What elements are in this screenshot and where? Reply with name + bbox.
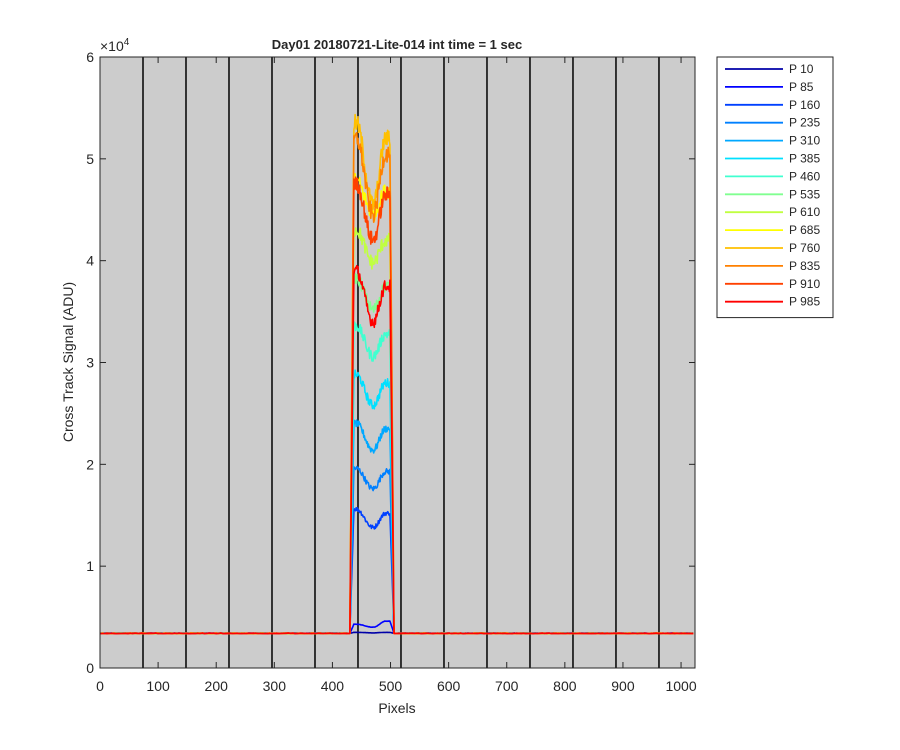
legend-label: P 760 — [789, 241, 820, 255]
legend-item: P 910 — [725, 277, 820, 291]
x-tick-label: 100 — [146, 678, 170, 694]
legend-item: P 460 — [725, 169, 820, 183]
vertical-lines — [142, 57, 660, 668]
legend-label: P 685 — [789, 223, 820, 237]
y-axis-exponent-power: 4 — [124, 37, 130, 48]
y-tick-label: 0 — [86, 660, 94, 676]
legend-label: P 460 — [789, 169, 820, 183]
legend-item: P 85 — [725, 80, 814, 94]
y-tick-label: 6 — [86, 49, 94, 65]
legend-item: P 535 — [725, 187, 820, 201]
series-line-p985 — [99, 264, 694, 635]
axes-background — [100, 57, 695, 668]
legend-item: P 610 — [725, 205, 820, 219]
x-axis-ticks: 0 100 200 300 400 500 600 700 800 900 1000 — [96, 57, 697, 694]
legend-label: P 385 — [789, 152, 820, 166]
x-tick-label: 200 — [205, 678, 229, 694]
legend-label: P 985 — [789, 295, 820, 309]
y-axis-ticks: 0 1 2 3 4 5 6 — [86, 49, 695, 676]
legend-label: P 610 — [789, 205, 820, 219]
legend-label: P 910 — [789, 277, 820, 291]
y-axis-label: Cross Track Signal (ADU) — [60, 282, 76, 442]
legend-item: P 685 — [725, 223, 820, 237]
legend-item: P 760 — [725, 241, 820, 255]
legend-label: P 10 — [789, 62, 814, 76]
legend-item: P 310 — [725, 134, 820, 148]
x-tick-label: 500 — [379, 678, 403, 694]
x-tick-label: 0 — [96, 678, 104, 694]
legend-item: P 235 — [725, 116, 820, 130]
legend-item: P 160 — [725, 98, 820, 112]
legend-items: P 10 P 85 P 160 P 235 P 310 P 385 P 460 P 535 P … — [725, 62, 820, 309]
plot-area: 0 100 200 300 400 500 600 700 800 900 1000 0 1 2 3 4 5 6 — [86, 49, 697, 694]
legend-label: P 235 — [789, 116, 820, 130]
legend-box — [716, 56, 834, 319]
y-axis-exponent-base: ×10 — [100, 38, 124, 54]
y-tick-label: 3 — [86, 355, 94, 371]
x-tick-label: 900 — [611, 678, 635, 694]
legend-label: P 85 — [789, 80, 814, 94]
legend-item: P 835 — [725, 259, 820, 273]
y-tick-label: 1 — [86, 558, 94, 574]
legend-label: P 160 — [789, 98, 820, 112]
series-lines — [99, 113, 694, 635]
legend-label: P 835 — [789, 259, 820, 273]
y-tick-label: 2 — [86, 456, 94, 472]
x-tick-label: 600 — [437, 678, 461, 694]
y-axis-exponent: ×104 — [100, 37, 130, 54]
legend-label: P 310 — [789, 134, 820, 148]
x-tick-label: 400 — [321, 678, 345, 694]
y-tick-label: 4 — [86, 253, 94, 269]
x-axis-label: Pixels — [378, 700, 415, 716]
legend-label: P 535 — [789, 187, 820, 201]
legend: P 10 P 85 P 160 P 235 P 310 P 385 P 460 P 535 P … — [716, 56, 834, 319]
legend-item: P 10 — [725, 62, 814, 76]
legend-item: P 985 — [725, 295, 820, 309]
chart-title: Day01 20180721-Lite-014 int time = 1 sec — [272, 37, 522, 52]
x-tick-label: 700 — [495, 678, 519, 694]
x-tick-label: 800 — [553, 678, 577, 694]
legend-item: P 385 — [725, 152, 820, 166]
x-tick-label: 1000 — [665, 678, 696, 694]
x-tick-label: 300 — [263, 678, 287, 694]
y-tick-label: 5 — [86, 151, 94, 167]
